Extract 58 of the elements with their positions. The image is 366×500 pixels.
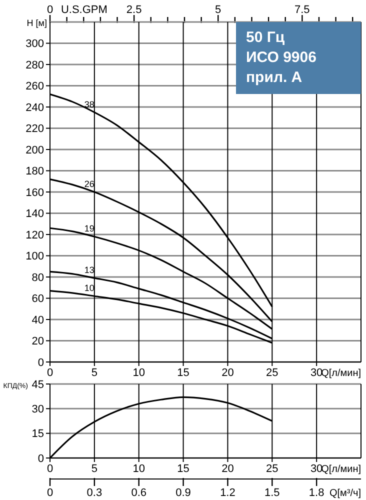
x-tick-label: 20 (222, 366, 234, 379)
y-tick-label: 45 (32, 378, 44, 391)
x-tick-label: 5 (91, 462, 98, 475)
y-tick-label: 140 (26, 208, 44, 220)
y-tick-label: 300 (26, 38, 44, 50)
x2-tick-label: 7.5 (294, 4, 310, 16)
x2-tick-label: 0 (46, 487, 54, 499)
y-tick-label: 40 (32, 314, 44, 326)
x-axis-title: Q[л/мин] (321, 368, 362, 379)
x-tick-label: 30 (310, 462, 323, 475)
y-tick-label: 30 (32, 404, 44, 416)
x2-tick-label: 1.2 (220, 487, 236, 499)
annotation: ИСО 9906 прил. А (246, 48, 318, 88)
x2-tick-label: 0 (46, 4, 54, 16)
caption-box: 50 Гц ИСО 9906 прил. А (236, 22, 361, 94)
series-label: 26 (84, 179, 94, 189)
y-tick-label: 180 (26, 166, 44, 178)
x-tick-label: 0 (46, 366, 54, 379)
series-label: 10 (84, 283, 94, 294)
annotation: 50 Гц (246, 28, 286, 48)
series-label: 13 (84, 265, 94, 276)
y-tick-label: 15 (32, 428, 44, 440)
y-tick-label: 120 (26, 229, 44, 242)
x-tick-label: 25 (266, 366, 278, 379)
x2-tick-label: 0.3 (86, 487, 102, 499)
y-axis-title: H [м] (26, 18, 47, 28)
y-tick-label: 60 (32, 293, 44, 306)
y-tick-label: 280 (26, 59, 44, 72)
y-tick-label: 220 (26, 123, 44, 136)
y-tick-label: 100 (26, 250, 44, 263)
y-tick-label: 260 (26, 80, 44, 93)
x-tick-label: 10 (132, 462, 145, 475)
x-tick-label: 25 (266, 462, 278, 475)
x-axis-title: Q[л/мин] (321, 464, 362, 475)
x2-tick-label: 2.5 (126, 4, 142, 16)
y-tick-label: 200 (26, 144, 44, 156)
x-tick-label: 0 (46, 462, 54, 475)
y-tick-label: 0 (38, 356, 44, 369)
x2-tick-label: 1.8 (308, 487, 324, 499)
series-label: 19 (84, 224, 94, 234)
x2-tick-label: 5 (215, 4, 222, 16)
y-tick-label: 240 (26, 102, 44, 114)
x2-tick-label: 0.6 (131, 487, 147, 499)
y-tick-label: 20 (32, 336, 44, 348)
x-tick-label: 30 (310, 366, 323, 379)
x-tick-label: 15 (177, 366, 190, 379)
y-tick-label: 160 (26, 186, 44, 199)
x-tick-label: 10 (132, 366, 145, 379)
y-tick-label: 0 (38, 452, 44, 465)
x2-tick-label: 0.9 (176, 487, 191, 499)
series-label: 38 (84, 99, 94, 110)
x-tick-label: 5 (91, 366, 98, 379)
x2-axis-title: Q[м³/ч] (329, 488, 362, 499)
y-tick-label: 80 (32, 272, 44, 284)
x-tick-label: 20 (222, 462, 234, 475)
x2-tick-label: 1.5 (264, 487, 280, 499)
x-tick-label: 15 (177, 462, 190, 475)
x2-axis-title: U.S.GPM (60, 4, 108, 16)
